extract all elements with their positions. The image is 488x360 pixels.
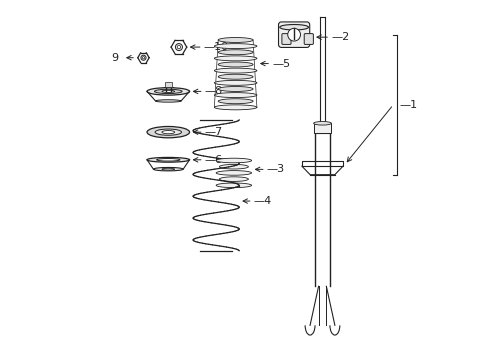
- Ellipse shape: [155, 100, 181, 102]
- Ellipse shape: [214, 105, 256, 110]
- Text: —8: —8: [204, 86, 223, 96]
- Text: —4: —4: [253, 196, 271, 206]
- Circle shape: [142, 57, 144, 59]
- Text: —6: —6: [204, 155, 223, 165]
- Text: —1: —1: [399, 100, 417, 110]
- Circle shape: [141, 55, 146, 60]
- Ellipse shape: [313, 122, 331, 125]
- Ellipse shape: [214, 80, 256, 85]
- Text: —10: —10: [203, 42, 228, 52]
- Ellipse shape: [279, 24, 308, 30]
- Ellipse shape: [147, 88, 189, 95]
- Ellipse shape: [147, 157, 189, 162]
- Circle shape: [287, 28, 300, 41]
- Bar: [164, 82, 171, 87]
- FancyBboxPatch shape: [278, 22, 309, 48]
- Ellipse shape: [162, 131, 174, 134]
- Text: 9: 9: [111, 53, 118, 63]
- Ellipse shape: [147, 126, 189, 138]
- FancyBboxPatch shape: [281, 33, 290, 44]
- Ellipse shape: [218, 74, 253, 79]
- Ellipse shape: [214, 93, 256, 98]
- Text: —7: —7: [204, 127, 223, 137]
- Ellipse shape: [214, 44, 256, 49]
- Ellipse shape: [218, 99, 253, 104]
- Ellipse shape: [218, 86, 253, 91]
- Ellipse shape: [218, 37, 253, 42]
- FancyBboxPatch shape: [304, 33, 313, 44]
- Ellipse shape: [162, 168, 174, 170]
- Ellipse shape: [214, 56, 256, 61]
- Ellipse shape: [214, 68, 256, 73]
- Ellipse shape: [218, 62, 253, 67]
- Text: —2: —2: [330, 32, 349, 42]
- Text: —3: —3: [266, 165, 285, 174]
- Circle shape: [175, 44, 182, 51]
- Ellipse shape: [162, 90, 174, 93]
- Ellipse shape: [216, 171, 251, 175]
- Ellipse shape: [216, 158, 251, 163]
- Ellipse shape: [156, 158, 180, 161]
- Ellipse shape: [155, 129, 181, 135]
- Circle shape: [177, 45, 180, 49]
- Ellipse shape: [153, 167, 183, 171]
- Ellipse shape: [219, 177, 248, 181]
- Ellipse shape: [218, 50, 253, 55]
- Text: —5: —5: [272, 59, 290, 68]
- Ellipse shape: [219, 165, 248, 169]
- Ellipse shape: [154, 89, 182, 94]
- Bar: [313, 123, 331, 133]
- Ellipse shape: [216, 183, 251, 188]
